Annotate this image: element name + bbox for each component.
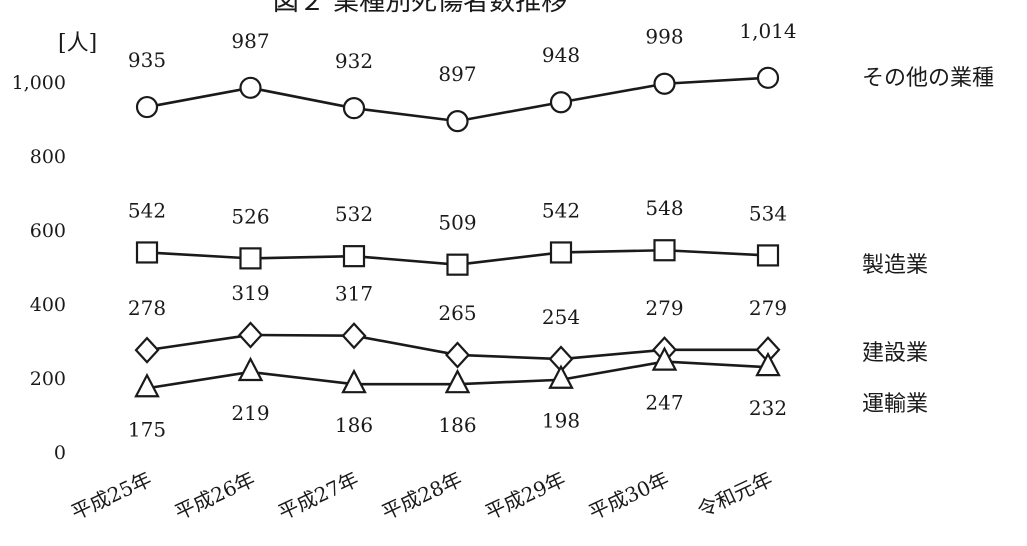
series-label-other-industries: その他の業種 — [862, 66, 994, 91]
data-label: 278 — [128, 296, 166, 320]
data-point-triangle — [548, 364, 574, 389]
series-label-construction: 建設業 — [862, 341, 928, 366]
y-tick-label: 400 — [30, 294, 66, 316]
chart-title: 図２ 業種別死傷者数推移 — [273, 0, 567, 17]
data-point-circle — [135, 95, 159, 119]
data-point-circle — [342, 97, 366, 120]
data-label: 317 — [335, 282, 373, 306]
data-label: 279 — [749, 296, 787, 320]
data-point-square — [239, 247, 262, 270]
data-point-triangle — [444, 368, 471, 394]
series-label-manufacturing: 製造業 — [862, 253, 928, 278]
data-label: 534 — [749, 201, 787, 225]
series-transport: 175 219 186 186 198 247 232 — [128, 346, 787, 441]
data-point-circle — [446, 110, 469, 133]
y-tick-label: 600 — [30, 220, 66, 242]
data-label: 932 — [335, 49, 373, 73]
y-axis-ticks: 0 200 400 600 800 1,000 — [12, 72, 66, 464]
data-label: 935 — [128, 48, 166, 72]
y-tick-label: 0 — [54, 442, 66, 464]
data-point-square — [446, 253, 469, 276]
data-label: 232 — [749, 396, 787, 420]
y-tick-label: 1,000 — [12, 72, 66, 94]
x-tick-label: 平成27年 — [275, 467, 363, 525]
y-tick-label: 800 — [30, 146, 66, 168]
data-label: 548 — [645, 196, 683, 220]
data-point-square — [756, 244, 780, 267]
data-point-circle — [239, 76, 262, 99]
data-point-triangle — [651, 346, 678, 371]
data-label: 897 — [438, 62, 476, 86]
data-label: 948 — [542, 43, 580, 67]
data-label: 987 — [231, 29, 269, 53]
x-tick-label: 平成29年 — [482, 467, 570, 525]
data-point-diamond — [238, 321, 263, 349]
data-label: 526 — [231, 204, 269, 228]
data-point-circle — [549, 91, 573, 114]
data-label: 319 — [231, 281, 269, 305]
series-manufacturing: 542 526 532 509 542 548 534 — [128, 196, 787, 276]
data-label: 1,014 — [739, 19, 796, 43]
data-point-square — [653, 239, 676, 262]
data-label: 998 — [645, 25, 683, 49]
data-label: 509 — [438, 211, 476, 235]
data-point-circle — [653, 72, 676, 95]
data-label: 198 — [542, 409, 580, 433]
x-tick-label: 令和元年 — [693, 467, 776, 523]
data-point-square — [342, 245, 366, 268]
data-label: 542 — [542, 198, 580, 222]
data-point-square — [549, 241, 573, 264]
data-label: 542 — [128, 198, 166, 222]
data-point-triangle — [134, 372, 160, 398]
data-point-triangle — [237, 356, 264, 382]
x-axis-ticks: 平成25年 平成26年 平成27年 平成28年 平成29年 平成30年 令和元年 — [68, 467, 777, 525]
data-label: 254 — [542, 305, 580, 329]
x-tick-label: 平成25年 — [68, 467, 156, 525]
data-label: 247 — [645, 391, 683, 415]
data-point-diamond — [341, 322, 367, 350]
data-label: 186 — [438, 413, 476, 437]
data-point-diamond — [134, 336, 160, 364]
data-point-square — [135, 241, 159, 264]
data-point-triangle — [755, 351, 781, 377]
data-point-diamond — [445, 341, 470, 369]
data-label: 279 — [645, 296, 683, 320]
series-construction: 278 319 317 265 254 279 279 — [128, 281, 787, 373]
data-label: 219 — [231, 401, 269, 425]
data-point-circle — [756, 66, 780, 89]
x-tick-label: 平成30年 — [585, 467, 673, 525]
data-label: 532 — [335, 202, 373, 226]
x-tick-label: 平成28年 — [378, 467, 466, 525]
data-label: 186 — [335, 413, 373, 437]
data-label: 265 — [438, 301, 476, 325]
data-label: 175 — [128, 417, 166, 441]
series-label-transport: 運輸業 — [862, 392, 928, 417]
y-axis-unit: [人] — [58, 31, 97, 56]
data-point-triangle — [341, 368, 367, 394]
x-tick-label: 平成26年 — [171, 467, 259, 525]
series-other-industries: 935 987 932 897 948 998 1,014 — [128, 19, 797, 133]
y-tick-label: 200 — [30, 368, 66, 390]
